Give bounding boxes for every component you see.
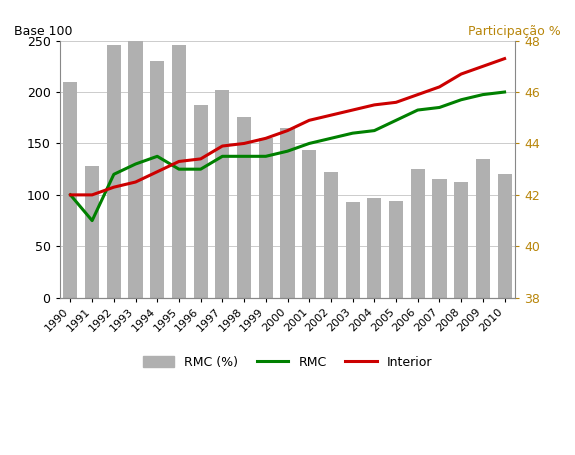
Bar [389,201,403,298]
Bar [194,106,208,298]
Bar [259,138,273,298]
Bar [302,150,316,298]
Legend: RMC (%), RMC, Interior: RMC (%), RMC, Interior [138,351,437,374]
Bar [432,179,447,298]
Text: Participação %: Participação % [468,25,561,38]
Bar [367,198,381,298]
Bar [281,128,294,298]
Bar [215,90,229,298]
Bar [346,202,360,298]
Bar [324,172,338,298]
Bar [150,61,164,298]
Bar [107,45,121,298]
Bar [85,166,99,298]
Bar [237,117,251,298]
Bar [411,169,425,298]
Bar [63,82,78,298]
Text: Base 100: Base 100 [14,25,72,38]
Bar [172,45,186,298]
Bar [454,182,468,298]
Bar [128,40,143,298]
Bar [476,159,490,298]
Bar [497,174,512,298]
